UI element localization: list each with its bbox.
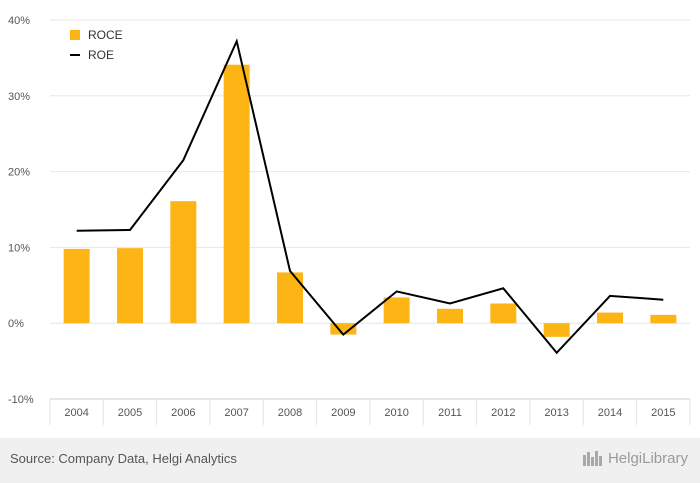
x-tick-label: 2011 — [438, 407, 462, 419]
bar-roce — [117, 248, 143, 324]
y-tick-label: 30% — [8, 91, 30, 103]
brand-name: HelgiLibrary — [607, 449, 688, 467]
legend-swatch-roce — [70, 30, 80, 40]
library-icon — [582, 451, 602, 466]
x-tick-label: 2004 — [64, 407, 88, 419]
y-tick-label: 20% — [8, 167, 30, 179]
bar-roce — [170, 201, 197, 324]
x-tick-label: 2009 — [331, 407, 355, 419]
x-tick-label: 2005 — [118, 407, 142, 419]
bar-roce — [223, 64, 250, 324]
x-axis: 2004 2005 2006 2007 2008 2009 2010 2011 2012 2013… — [49, 398, 691, 425]
y-tick-label: 10% — [8, 242, 30, 254]
x-tick-label: 2007 — [224, 407, 248, 419]
bar-roce — [650, 314, 677, 324]
chart: 2004 2005 2006 2007 2008 2009 2010 2011 2012 2013… — [8, 15, 691, 425]
x-tick-label: 2010 — [384, 407, 408, 419]
x-tick-label: 2014 — [598, 407, 622, 419]
x-tick-label: 2015 — [651, 407, 675, 419]
footer: Source: Company Data, Helgi Analytics He… — [0, 438, 700, 483]
x-tick-label: 2006 — [171, 407, 195, 419]
legend-label-roe: ROE — [88, 48, 114, 62]
x-tick-label: 2013 — [544, 407, 568, 419]
y-axis: -10% 0% 10% 20% 30% 40% — [8, 15, 34, 406]
bar-roce — [63, 248, 90, 324]
bar-roce — [277, 272, 303, 324]
source-text: Source: Company Data, Helgi Analytics — [10, 451, 237, 466]
x-tick-label: 2008 — [278, 407, 302, 419]
gridlines — [50, 19, 690, 324]
roce-bars — [63, 64, 677, 337]
bar-roce — [543, 323, 570, 337]
x-tick-label: 2012 — [491, 407, 515, 419]
roe-line-group — [76, 38, 664, 355]
bar-roce — [490, 303, 517, 324]
roe-line — [76, 38, 664, 355]
y-tick-label: 40% — [8, 15, 30, 27]
legend-label-roce: ROCE — [88, 28, 123, 42]
bar-roce — [383, 297, 410, 324]
y-tick-label: -10% — [8, 394, 34, 406]
legend: ROCE ROE — [70, 28, 123, 62]
brand-logo: HelgiLibrary — [582, 449, 688, 467]
bar-roce — [597, 312, 623, 324]
bar-roce — [437, 308, 463, 324]
bar-roce — [330, 323, 357, 335]
y-tick-label: 0% — [8, 318, 24, 330]
